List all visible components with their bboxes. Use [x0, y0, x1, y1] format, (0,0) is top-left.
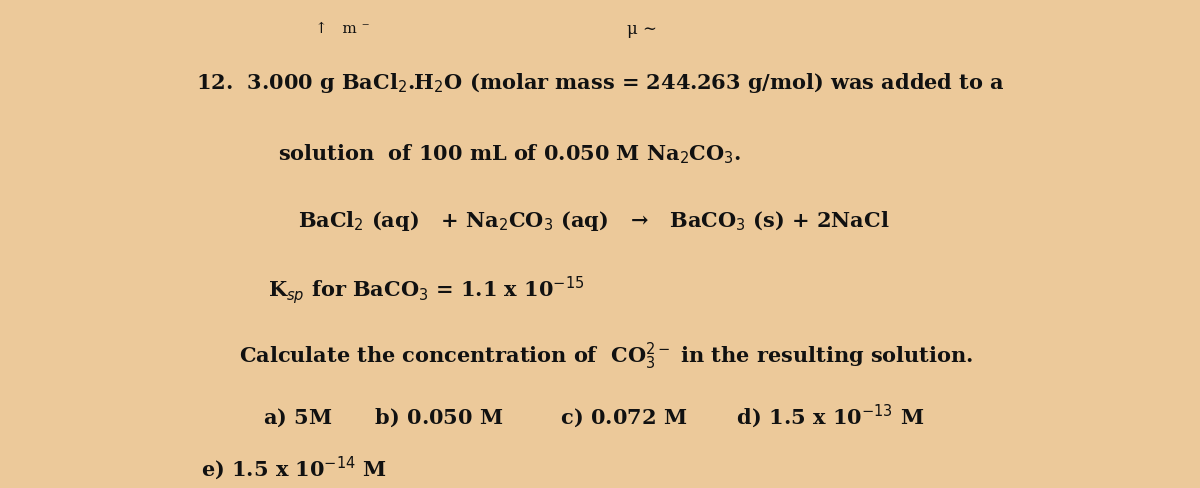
Text: μ ∼: μ ∼: [628, 21, 656, 38]
Text: BaCl$_2$ (aq)   + Na$_2$CO$_3$ (aq)   →   BaCO$_3$ (s) + 2NaCl: BaCl$_2$ (aq) + Na$_2$CO$_3$ (aq) → BaCO…: [299, 208, 889, 233]
Text: e) 1.5 x 10$^{-14}$ M: e) 1.5 x 10$^{-14}$ M: [202, 455, 386, 482]
Text: ↑   m ⁻: ↑ m ⁻: [314, 22, 370, 36]
Text: K$_{sp}$ for BaCO$_3$ = 1.1 x 10$^{-15}$: K$_{sp}$ for BaCO$_3$ = 1.1 x 10$^{-15}$: [268, 274, 584, 306]
Text: solution  of 100 mL of 0.050 M Na$_2$CO$_3$.: solution of 100 mL of 0.050 M Na$_2$CO$_…: [278, 142, 742, 165]
Text: 12.  3.000 g BaCl$_2$.H$_2$O (molar mass = 244.263 g/mol) was added to a: 12. 3.000 g BaCl$_2$.H$_2$O (molar mass …: [196, 71, 1004, 95]
Text: a) 5M      b) 0.050 M        c) 0.072 M       d) 1.5 x 10$^{-13}$ M: a) 5M b) 0.050 M c) 0.072 M d) 1.5 x 10$…: [264, 402, 924, 429]
Text: Calculate the concentration of  CO$_3^{2-}$ in the resulting solution.: Calculate the concentration of CO$_3^{2-…: [239, 341, 973, 372]
